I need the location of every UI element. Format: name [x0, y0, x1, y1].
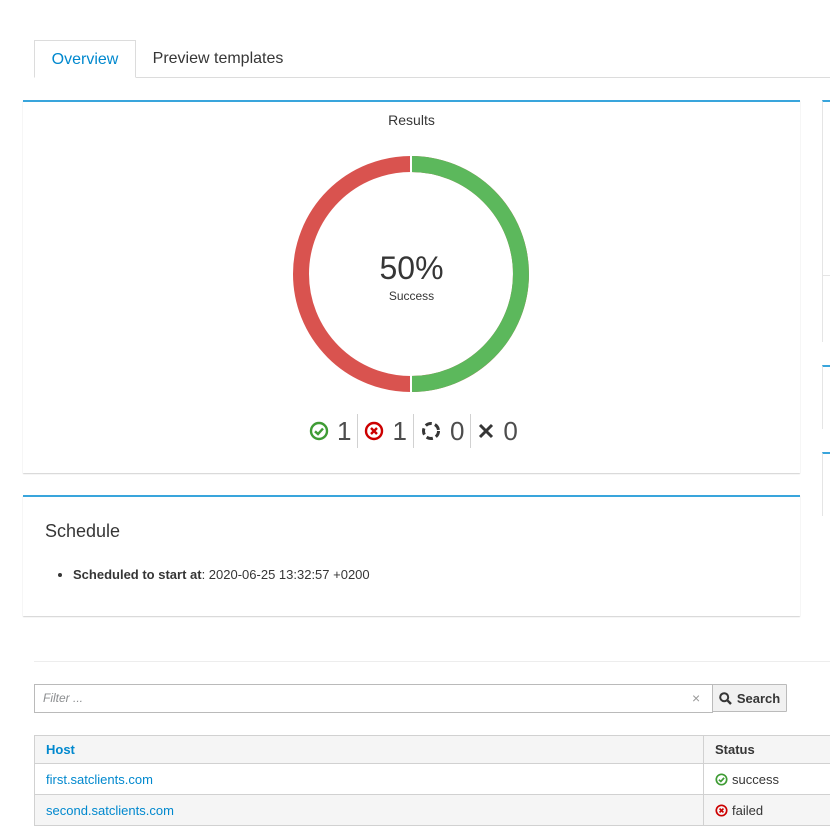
schedule-list: Scheduled to start at: 2020-06-25 13:32:… — [73, 567, 370, 582]
schedule-value: : 2020-06-25 13:32:57 +0200 — [201, 567, 370, 582]
side-card-2 — [822, 275, 830, 342]
host-link[interactable]: first.satclients.com — [46, 771, 153, 787]
status-column-header: Status — [703, 735, 830, 764]
spinner-icon — [421, 422, 440, 440]
tab-bar: Overview Preview templates — [34, 40, 830, 78]
filter-input[interactable]: Filter ... — [34, 684, 713, 713]
check-circle-icon — [309, 421, 329, 441]
times-circle-icon — [715, 803, 728, 817]
schedule-label: Scheduled to start at — [73, 567, 202, 582]
hosts-table: Host Status first.satclients.com success… — [34, 735, 830, 826]
count-pending-value: 0 — [449, 415, 465, 446]
count-cancelled-value: 0 — [503, 415, 518, 446]
schedule-card: Schedule Scheduled to start at: 2020-06-… — [23, 495, 800, 616]
status-cell: failed — [715, 803, 822, 818]
success-label: Success — [388, 289, 435, 303]
result-counts: 1 1 0 0 — [303, 414, 524, 448]
count-failed: 1 — [357, 414, 412, 448]
side-card-4 — [822, 452, 830, 516]
check-circle-icon — [715, 772, 728, 786]
status-cell: success — [715, 772, 822, 787]
count-cancelled: 0 — [470, 414, 523, 448]
clear-filter-icon[interactable]: × — [692, 690, 701, 706]
schedule-title: Schedule — [45, 521, 121, 541]
status-text: failed — [732, 802, 764, 818]
side-card-3 — [822, 365, 830, 429]
tab-preview-templates[interactable]: Preview templates — [152, 50, 284, 67]
search-icon — [719, 691, 732, 705]
side-card-1 — [822, 100, 830, 275]
success-donut-chart — [293, 156, 529, 392]
close-icon — [479, 423, 494, 439]
table-row: first.satclients.com success — [34, 763, 830, 795]
status-text: success — [732, 771, 779, 787]
times-circle-icon — [365, 421, 384, 441]
search-button[interactable]: Search — [712, 684, 787, 712]
host-column-header[interactable]: Host — [34, 735, 704, 764]
tab-overview[interactable]: Overview — [34, 40, 136, 78]
table-row: second.satclients.com failed — [34, 794, 830, 826]
count-success: 1 — [303, 414, 357, 448]
results-title: Results — [388, 112, 435, 128]
host-link[interactable]: second.satclients.com — [46, 802, 174, 818]
count-success-value: 1 — [337, 415, 352, 446]
search-button-label: Search — [736, 690, 781, 706]
count-failed-value: 1 — [392, 415, 407, 446]
section-divider — [34, 661, 830, 662]
schedule-item: Scheduled to start at: 2020-06-25 13:32:… — [73, 567, 370, 582]
success-percent: 50% — [379, 250, 444, 286]
results-card: Results 50% Success 1 1 0 — [23, 100, 800, 473]
donut-success-arc — [410, 156, 529, 392]
count-pending: 0 — [412, 414, 470, 448]
